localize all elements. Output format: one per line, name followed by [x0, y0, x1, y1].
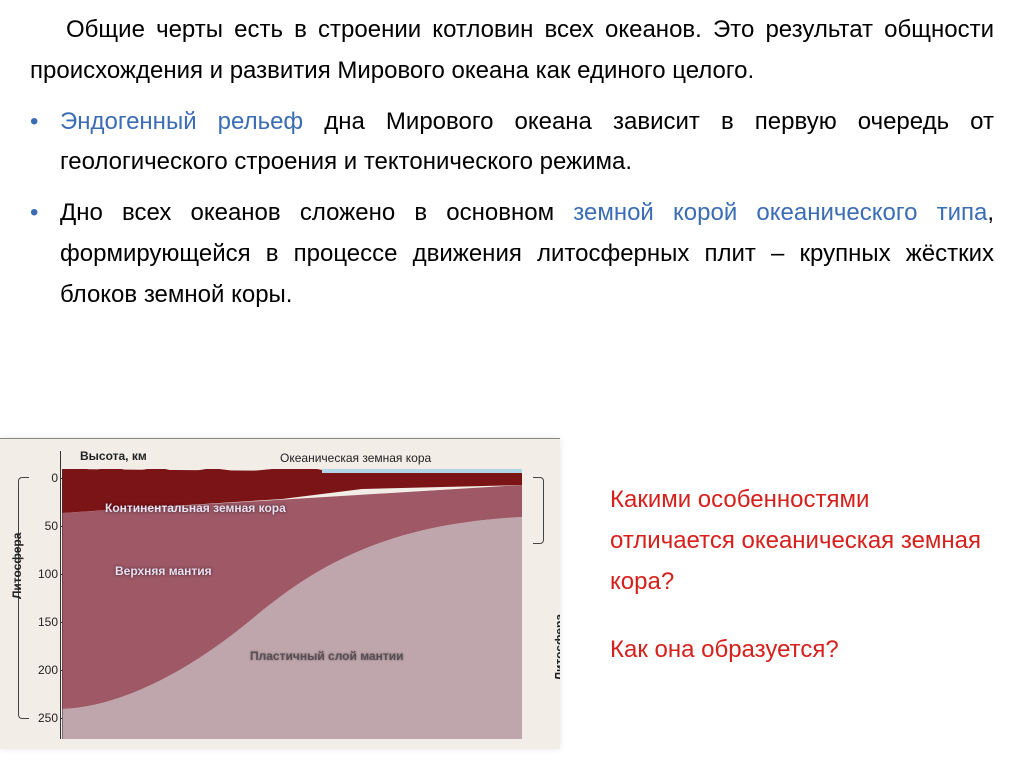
bullet-crust: Дно всех океанов сложено в основном земн… [30, 193, 994, 315]
questions-block: Какими особенностями отличается океаниче… [610, 480, 1000, 699]
lithosphere-diagram: Высота, км Океаническая земная кора 0 50… [0, 438, 560, 748]
paragraph-intro: Общие черты есть в строении котловин все… [30, 10, 994, 92]
ytick-200: 200 [28, 663, 58, 677]
oceanic-crust-label: Океаническая земная кора [280, 451, 431, 465]
question-2: Как она образуется? [610, 630, 1000, 671]
ytick-250: 250 [28, 711, 58, 725]
ytick-150: 150 [28, 615, 58, 629]
ytick-0: 0 [28, 471, 58, 485]
ytick-100: 100 [28, 567, 58, 581]
lithosphere-label-left: Литосфера [10, 533, 24, 599]
upper-mantle-label: Верхняя мантия [115, 564, 212, 578]
ytick-50: 50 [28, 519, 58, 533]
oceanic-crust-strip [322, 473, 522, 485]
continental-crust-label: Континентальная земная кора [105, 501, 286, 515]
keyword-oceanic-crust: земной корой океанического типа [573, 199, 987, 226]
lithosphere-label-right: Литосфера [552, 614, 560, 680]
bullet2-pre: Дно всех океанов сложено в основном [60, 199, 573, 226]
y-axis-title: Высота, км [80, 449, 147, 463]
plastic-layer-label: Пластичный слой мантии [250, 649, 403, 663]
right-bracket [533, 477, 544, 544]
question-1: Какими особенностями отличается океаниче… [610, 480, 1000, 602]
keyword-endogenous: Эндогенный рельеф [60, 108, 303, 135]
text-block: Общие черты есть в строении котловин все… [30, 10, 994, 326]
bullet-endogenous: Эндогенный рельеф дна Мирового океана за… [30, 102, 994, 184]
